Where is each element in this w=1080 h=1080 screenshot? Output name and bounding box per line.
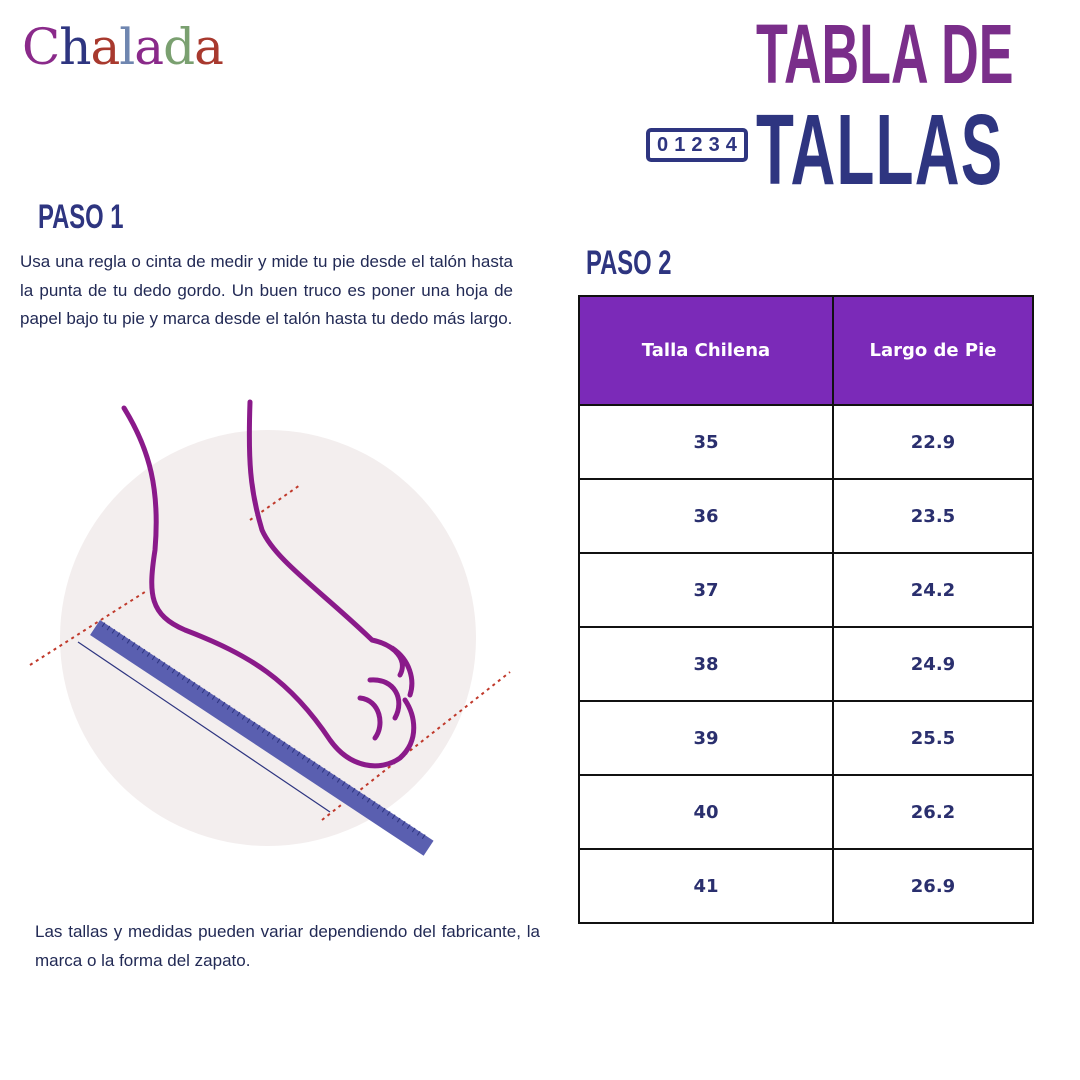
table-row: 37 24.2: [578, 552, 1034, 628]
foot-length-cell: 25.5: [832, 700, 1034, 776]
foot-measure-illustration: [29, 399, 511, 856]
size-cell: 40: [578, 774, 834, 850]
header-largo: Largo de Pie: [832, 295, 1034, 406]
logo-letter: d: [163, 18, 195, 76]
chalada-logo: Chalada: [22, 18, 224, 76]
foot-length-cell: 24.2: [832, 552, 1034, 628]
size-cell: 39: [578, 700, 834, 776]
size-cell: 36: [578, 478, 834, 554]
ruler-digit: 3: [708, 134, 720, 156]
size-table: Talla Chilena Largo de Pie 35 22.9 36 23.5 3…: [578, 295, 1034, 924]
title-line1: TABLA DE: [756, 7, 1014, 101]
ruler-digit: 0: [657, 134, 669, 156]
disclaimer-note: Las tallas y medidas pueden variar depen…: [35, 922, 540, 970]
leg-guide-line: [249, 484, 301, 521]
logo-letter: a: [90, 18, 120, 76]
ruler-digit: 1: [674, 134, 686, 156]
ruler-digit: 2: [691, 134, 703, 156]
logo-letter: a: [194, 18, 224, 76]
foot-outline: [121, 399, 417, 769]
foot-length-cell: 23.5: [832, 478, 1034, 554]
title-line2: TALLAS: [756, 94, 1004, 206]
logo-letter: l: [119, 18, 135, 76]
size-cell: 35: [578, 404, 834, 480]
ruler-icon: [90, 620, 434, 856]
table-row: 35 22.9: [578, 404, 1034, 480]
size-cell: 37: [578, 552, 834, 628]
heel-guide-line: [29, 589, 149, 666]
ruler-digit: 4: [725, 134, 737, 156]
foot-length-cell: 24.9: [832, 626, 1034, 702]
table-row: 39 25.5: [578, 700, 1034, 776]
foot-length-cell: 22.9: [832, 404, 1034, 480]
step1-text: Usa una regla o cinta de medir y mide tu…: [20, 252, 513, 328]
size-cell: 38: [578, 626, 834, 702]
logo-letter: h: [59, 18, 91, 76]
step1-heading: PASO 1: [38, 198, 124, 236]
logo-letter: a: [134, 18, 164, 76]
table-row: 41 26.9: [578, 848, 1034, 924]
table-row: 40 26.2: [578, 774, 1034, 850]
foot-length-cell: 26.9: [832, 848, 1034, 924]
logo-letter: C: [22, 18, 60, 76]
background-circle: [60, 430, 476, 846]
step2-heading: PASO 2: [586, 244, 672, 282]
size-cell: 41: [578, 848, 834, 924]
toe-guide-line: [321, 671, 511, 821]
table-row: 38 24.9: [578, 626, 1034, 702]
foot-length-cell: 26.2: [832, 774, 1034, 850]
measure-arrow: [77, 641, 331, 813]
header-talla: Talla Chilena: [578, 295, 834, 406]
table-row: 36 23.5: [578, 478, 1034, 554]
